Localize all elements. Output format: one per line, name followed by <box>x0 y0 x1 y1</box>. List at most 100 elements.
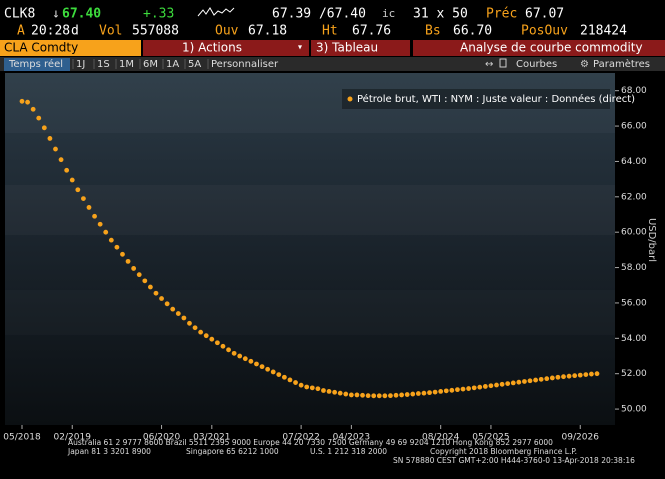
data-point <box>120 251 125 257</box>
data-point <box>19 98 25 104</box>
band <box>5 185 615 235</box>
data-point <box>53 146 58 152</box>
data-point <box>360 392 365 398</box>
data-point <box>466 386 472 391</box>
table[interactable]: 3) Tableau <box>316 41 378 55</box>
data-point <box>555 374 561 380</box>
data-point <box>298 382 304 388</box>
data-point <box>147 284 153 290</box>
footer-text: Japan 81 3 3201 8900 <box>67 447 151 456</box>
tab[interactable]: 6M <box>143 59 158 70</box>
y-tick-label: 62.00 <box>621 192 647 202</box>
data-point <box>41 125 47 131</box>
legend-box <box>342 89 610 109</box>
x-tick-label: 05/2018 <box>3 433 41 443</box>
data-point <box>103 229 109 235</box>
curves[interactable]: Courbes <box>516 59 557 70</box>
time-label: A <box>17 24 25 39</box>
security-box[interactable] <box>0 40 141 56</box>
y-tick-label: 56.00 <box>621 298 647 308</box>
size: 31 x 50 <box>413 7 468 22</box>
data-point <box>443 388 449 394</box>
high: 67.76 <box>352 24 391 39</box>
data-point <box>92 213 97 219</box>
data-point <box>209 336 215 342</box>
data-point <box>371 393 377 399</box>
y-tick-label: 50.00 <box>621 405 647 415</box>
footer-text: Copyright 2018 Bloomberg Finance L.P. <box>430 447 577 456</box>
y-tick-label: 66.00 <box>621 122 647 132</box>
bid-ask: 67.39 /67.40 <box>272 7 366 22</box>
footer-text: Singapore 65 6212 1000 <box>186 447 279 456</box>
nav-arrows[interactable]: ↔ <box>485 59 493 70</box>
data-point <box>427 390 432 396</box>
data-point <box>231 350 237 356</box>
settings-icon[interactable]: ⚙ <box>580 59 589 70</box>
data-point <box>108 237 114 243</box>
data-point <box>58 157 64 163</box>
data-point <box>304 384 310 390</box>
table-button[interactable] <box>311 40 410 56</box>
curves-icon <box>499 58 507 68</box>
tab[interactable]: 1M <box>119 59 134 70</box>
data-point <box>309 385 315 391</box>
data-point <box>343 391 349 397</box>
data-point <box>170 306 176 312</box>
data-point <box>522 379 527 384</box>
data-point <box>510 380 516 386</box>
data-point <box>471 385 477 391</box>
y-tick-label: 54.00 <box>621 334 647 344</box>
footer-text: SN 578880 CEST GMT+2:00 H444-3760-0 13-A… <box>393 456 635 465</box>
security[interactable]: CLA Comdty <box>4 41 78 55</box>
data-point <box>254 361 259 367</box>
data-point <box>287 377 293 383</box>
tab[interactable]: 5A <box>188 59 201 70</box>
actions-button[interactable] <box>143 40 309 56</box>
data-point <box>415 391 421 396</box>
data-point <box>589 371 594 377</box>
vol-label: Vol <box>99 24 122 39</box>
prev-label: Préc <box>486 7 517 22</box>
settings[interactable]: Paramètres <box>593 58 650 70</box>
data-point <box>136 272 142 278</box>
tab[interactable]: 1S <box>97 59 110 70</box>
data-point <box>237 353 243 359</box>
time: 20:28 <box>31 24 70 39</box>
change: +.33 <box>143 7 174 22</box>
data-point <box>544 376 550 382</box>
x-tick-label: 08/2024 <box>422 433 460 443</box>
x-tick-label: 05/2025 <box>472 433 509 443</box>
data-point <box>583 372 589 377</box>
data-point <box>214 340 220 346</box>
plot-area <box>5 73 615 425</box>
tab-bar <box>0 57 665 71</box>
data-point <box>86 205 92 210</box>
data-point <box>516 379 522 385</box>
data-point <box>438 388 444 394</box>
y-tick-label: 58.00 <box>621 263 647 273</box>
data-point <box>131 266 137 271</box>
data-point <box>348 392 354 398</box>
data-point <box>75 187 81 193</box>
data-point <box>432 389 438 395</box>
data-point <box>482 384 488 389</box>
data-point <box>527 378 533 384</box>
title-bar <box>413 40 665 56</box>
tab[interactable]: Personnaliser <box>211 59 279 70</box>
actions[interactable]: 1) Actions <box>182 41 242 55</box>
x-tick-label: 07/2022 <box>282 433 319 443</box>
open: 67.18 <box>248 24 287 39</box>
tab[interactable]: 1A <box>166 59 179 70</box>
data-point <box>376 393 382 399</box>
data-point <box>549 375 555 381</box>
prev: 67.07 <box>525 7 564 22</box>
y-tick-label: 60.00 <box>621 228 647 238</box>
tab[interactable]: 1J <box>76 59 85 70</box>
ticker: CLK8 <box>4 7 35 22</box>
data-point <box>270 369 276 375</box>
data-point <box>399 392 405 398</box>
data-point <box>97 221 103 227</box>
data-point <box>488 383 494 389</box>
data-point <box>572 373 578 379</box>
tab[interactable]: Temps réel <box>8 58 63 70</box>
